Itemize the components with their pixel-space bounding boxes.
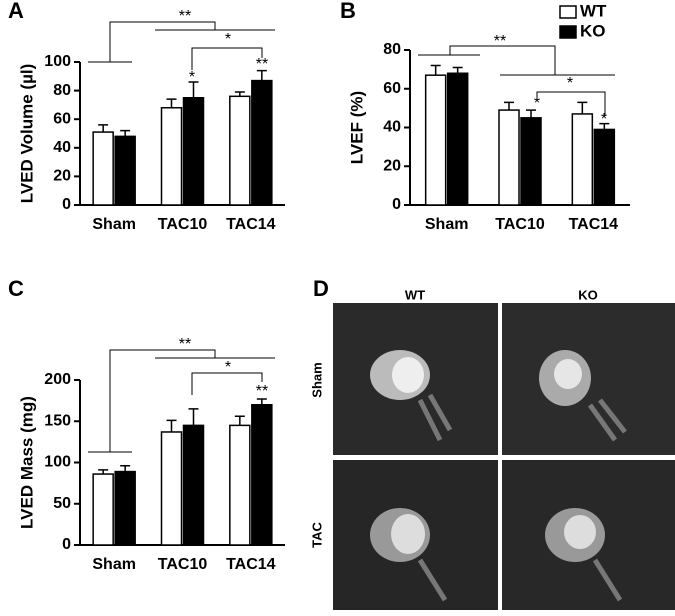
- error-bar: [256, 69, 267, 81]
- error-bar: [98, 124, 109, 133]
- legend-swatch: [559, 25, 577, 39]
- y-axis-label: LVEF (%): [347, 91, 366, 164]
- error-bar: [452, 66, 463, 74]
- legend-swatch: [559, 5, 577, 19]
- x-tick-label: TAC14: [226, 216, 276, 233]
- bar: [446, 72, 469, 206]
- significance-bracket: [191, 372, 263, 395]
- x-tick-label: TAC10: [158, 216, 208, 233]
- bar: [160, 107, 183, 206]
- panel-label: C: [8, 276, 24, 301]
- error-bar: [188, 408, 199, 426]
- bar: [251, 79, 273, 206]
- y-tick-label: 80: [53, 82, 71, 99]
- bar: [498, 109, 520, 206]
- significance-bracket: [191, 47, 263, 70]
- error-bar: [188, 81, 199, 98]
- x-tick-label: TAC10: [495, 216, 545, 233]
- y-tick-label: 100: [44, 53, 71, 70]
- legend-label: WT: [580, 1, 607, 20]
- y-tick-label: 20: [53, 168, 71, 185]
- significance-label: **: [179, 8, 191, 25]
- significance-label: *: [225, 31, 231, 48]
- vessel: [417, 393, 627, 602]
- significance-label: **: [256, 56, 268, 73]
- bar: [182, 424, 205, 546]
- y-tick-label: 60: [53, 110, 71, 127]
- legend-label: KO: [580, 21, 606, 40]
- heart: [564, 515, 596, 549]
- significance-label: *: [567, 75, 573, 92]
- error-bar: [526, 109, 536, 118]
- bar: [182, 97, 205, 206]
- y-tick-label: 60: [383, 80, 401, 97]
- bar: [92, 131, 114, 206]
- y-axis-label: LVED Mass (mg): [17, 396, 36, 529]
- significance-label: *: [534, 95, 540, 112]
- x-tick-label: Sham: [92, 556, 136, 573]
- significance-label: *: [601, 111, 607, 128]
- bar: [520, 117, 542, 206]
- significance-label: *: [225, 359, 231, 376]
- significance-bracket: [88, 349, 275, 453]
- significance-label: **: [256, 383, 268, 400]
- y-tick-label: 0: [62, 196, 71, 213]
- error-bar: [166, 419, 177, 432]
- y-tick-label: 40: [383, 119, 401, 136]
- row-label: TAC: [309, 522, 324, 548]
- mri-images: [333, 303, 675, 610]
- error-bar: [166, 98, 177, 108]
- y-tick-label: 150: [44, 412, 71, 429]
- heart: [554, 359, 582, 389]
- error-bar: [504, 101, 514, 111]
- panel-label: A: [8, 0, 24, 23]
- bar: [571, 113, 594, 206]
- error-bar: [430, 64, 441, 76]
- bar: [424, 74, 447, 206]
- x-tick-label: TAC10: [158, 556, 208, 573]
- y-tick-label: 40: [53, 139, 71, 156]
- bar: [251, 404, 273, 546]
- error-bar: [256, 398, 267, 405]
- y-tick-label: 200: [44, 371, 71, 388]
- y-tick-label: 50: [53, 495, 71, 512]
- column-label: WT: [405, 287, 425, 302]
- y-tick-label: 0: [392, 196, 401, 213]
- error-bar: [234, 415, 245, 426]
- error-bar: [599, 122, 610, 130]
- panel-label: B: [340, 0, 356, 23]
- bar: [229, 424, 251, 546]
- significance-bracket: [418, 45, 615, 76]
- error-bar: [120, 465, 131, 472]
- bar: [92, 473, 114, 546]
- panel-label: D: [313, 276, 329, 301]
- row-label: Sham: [309, 362, 324, 397]
- significance-label: *: [189, 69, 195, 86]
- bar: [114, 135, 136, 206]
- significance-label: **: [494, 33, 506, 50]
- bar: [160, 431, 183, 546]
- significance-bracket: [536, 91, 606, 115]
- y-axis-label: LVED Volume (µl): [17, 64, 36, 204]
- significance-label: **: [179, 336, 191, 353]
- bar: [593, 128, 616, 206]
- heart: [391, 514, 425, 554]
- y-tick-label: 0: [62, 536, 71, 553]
- y-tick-label: 80: [383, 41, 401, 58]
- bar: [229, 95, 251, 206]
- error-bar: [120, 129, 131, 137]
- column-label: KO: [578, 287, 598, 302]
- bar: [114, 470, 136, 546]
- x-tick-label: Sham: [425, 216, 469, 233]
- x-tick-label: Sham: [92, 216, 136, 233]
- significance-bracket: [88, 21, 275, 63]
- x-tick-label: TAC14: [226, 556, 276, 573]
- y-tick-label: 100: [44, 454, 71, 471]
- error-bar: [577, 101, 588, 114]
- y-tick-label: 20: [383, 157, 401, 174]
- heart: [392, 357, 424, 393]
- x-tick-label: TAC14: [569, 216, 619, 233]
